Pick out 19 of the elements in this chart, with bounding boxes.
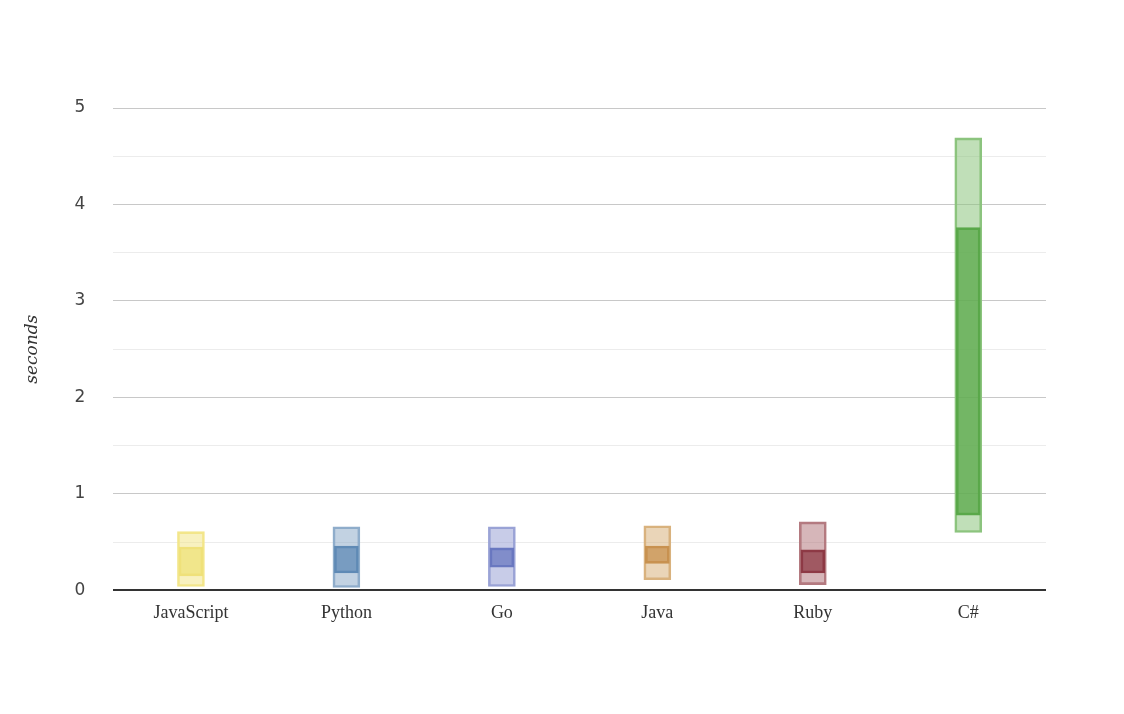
y-axis-title: seconds xyxy=(20,314,41,384)
bar xyxy=(334,545,359,574)
y-tick-label: 2 xyxy=(74,385,86,406)
y-tick-label: 4 xyxy=(74,192,86,213)
x-tick-label: Go xyxy=(490,601,513,622)
bar xyxy=(489,547,515,568)
bar xyxy=(645,545,670,564)
x-tick-label: JavaScript xyxy=(153,601,229,622)
bar xyxy=(800,549,826,574)
y-tick-label: 3 xyxy=(74,289,86,310)
x-tick-label: C# xyxy=(957,601,979,622)
bar xyxy=(178,546,204,577)
bar xyxy=(955,227,981,516)
x-tick-label: Python xyxy=(320,601,372,622)
x-tick-label: Ruby xyxy=(793,601,833,622)
y-tick-label: 1 xyxy=(74,482,86,503)
y-tick-label: 0 xyxy=(74,578,86,599)
x-tick-label: Java xyxy=(641,601,674,622)
y-tick-label: 5 xyxy=(74,96,86,117)
